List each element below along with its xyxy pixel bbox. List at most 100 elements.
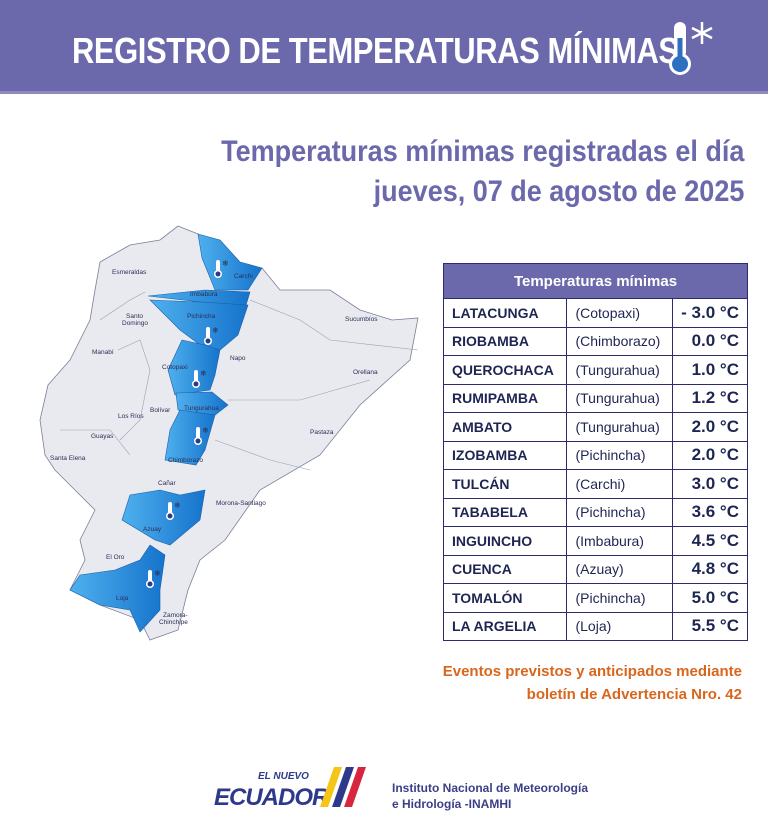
svg-text:Cañar: Cañar: [158, 480, 177, 487]
temperature-table: Temperaturas mínimas LATACUNGA (Cotopaxi)…: [442, 263, 748, 641]
table-row: TULCÁN (Carchi) 3.0 °C: [442, 469, 748, 499]
svg-text:❄: ❄: [222, 259, 229, 268]
svg-text:Azuay: Azuay: [143, 526, 162, 533]
svg-text:Manabí: Manabí: [92, 349, 114, 356]
svg-text:ECUADOR: ECUADOR: [214, 784, 330, 810]
svg-text:Carchi: Carchi: [234, 273, 253, 280]
city-cell: RIOBAMBA: [442, 326, 568, 356]
city-cell: TABABELA: [442, 497, 568, 527]
city-cell: TULCÁN: [442, 469, 568, 499]
svg-text:Pastaza: Pastaza: [310, 429, 334, 436]
map-labels: Esmeraldas Carchi Imbabura Sucumbíos SantoD…: [50, 269, 378, 626]
svg-text:Napo: Napo: [230, 355, 246, 362]
thermometer-snowflake-icon: ❄: [214, 259, 229, 278]
institute-line-1: Instituto Nacional de Meteorología: [392, 781, 589, 795]
city-cell: INGUINCHO: [442, 526, 568, 556]
institute-line-2: e Hidrología -INAMHI: [392, 797, 512, 811]
temperature-cell: 1.2 °C: [672, 383, 748, 413]
city-cell: AMBATO: [442, 412, 568, 442]
svg-text:Morona-Santiago: Morona-Santiago: [216, 500, 266, 507]
thermometer-snowflake-icon: ❄: [166, 501, 181, 520]
svg-text:❄: ❄: [202, 426, 209, 435]
svg-text:❄: ❄: [174, 501, 181, 510]
svg-text:Zamora-: Zamora-: [163, 612, 188, 619]
thermometer-snowflake-icon: ❄: [204, 326, 219, 345]
warning-note: Eventos previstos y anticipados mediante…: [443, 660, 742, 706]
table-row: LATACUNGA (Cotopaxi) - 3.0 °C: [442, 298, 748, 328]
table-header: Temperaturas mínimas: [443, 263, 748, 299]
province-imbabura: [147, 289, 251, 306]
note-line-1: Eventos previstos y anticipados mediante: [442, 663, 742, 680]
table-row: QUEROCHACA (Tungurahua) 1.0 °C: [442, 355, 748, 385]
table-row: RUMIPAMBA (Tungurahua) 1.2 °C: [442, 383, 748, 413]
svg-text:Santo: Santo: [126, 313, 143, 320]
date-subtitle: Temperaturas mínimas registradas el día …: [221, 132, 744, 212]
temperature-cell: 4.5 °C: [672, 526, 748, 556]
province-cell: (Pichincha): [566, 440, 674, 470]
svg-text:Orellana: Orellana: [353, 369, 378, 376]
table-row: AMBATO (Tungurahua) 2.0 °C: [442, 412, 748, 442]
table-row: IZOBAMBA (Pichincha) 2.0 °C: [442, 440, 748, 470]
province-azuay: [121, 489, 206, 546]
province-cell: (Tungurahua): [566, 355, 674, 385]
temperature-cell: - 3.0 °C: [672, 298, 748, 328]
province-pichincha: [149, 299, 249, 351]
temperature-cell: 2.0 °C: [672, 412, 748, 442]
table-row: TOMALÓN (Pichincha) 5.0 °C: [442, 583, 748, 613]
svg-text:Pichincha: Pichincha: [187, 313, 216, 320]
subtitle-line-2: jueves, 07 de agosto de 2025: [373, 175, 744, 208]
thermometer-snowflake-icon: [669, 22, 713, 75]
temperature-cell: 5.5 °C: [672, 611, 748, 641]
note-line-2: boletín de Advertencia Nro. 42: [526, 686, 742, 703]
svg-text:Imbabura: Imbabura: [190, 291, 218, 298]
temperature-cell: 0.0 °C: [672, 326, 748, 356]
province-tungurahua: [175, 391, 229, 416]
province-loja: [69, 544, 166, 633]
svg-text:Cotopaxi: Cotopaxi: [162, 364, 188, 371]
province-carchi: [197, 233, 263, 291]
svg-text:El Oro: El Oro: [106, 554, 125, 561]
svg-text:Domingo: Domingo: [122, 320, 148, 327]
province-cell: (Pichincha): [566, 583, 674, 613]
thermometer-snowflake-icon: ❄: [194, 426, 209, 445]
svg-text:Loja: Loja: [116, 595, 129, 602]
city-cell: RUMIPAMBA: [442, 383, 568, 413]
svg-text:Los Ríos: Los Ríos: [118, 413, 144, 420]
province-cell: (Loja): [566, 611, 674, 641]
svg-text:Tungurahua: Tungurahua: [184, 405, 219, 412]
svg-text:Bolívar: Bolívar: [150, 407, 171, 414]
province-cell: (Chimborazo): [566, 326, 674, 356]
svg-text:Sucumbíos: Sucumbíos: [345, 316, 378, 323]
table-row: RIOBAMBA (Chimborazo) 0.0 °C: [442, 326, 748, 356]
city-cell: CUENCA: [442, 554, 568, 584]
province-cell: (Carchi): [566, 469, 674, 499]
province-cell: (Pichincha): [566, 497, 674, 527]
temperature-cell: 1.0 °C: [672, 355, 748, 385]
svg-text:Esmeraldas: Esmeraldas: [112, 269, 147, 276]
thermometer-snowflake-icon: ❄: [192, 369, 207, 388]
map-outline: [39, 225, 419, 641]
svg-text:Guayas: Guayas: [91, 433, 114, 440]
city-cell: LATACUNGA: [442, 298, 568, 328]
el-nuevo-ecuador-logo: EL NUEVO ECUADOR: [214, 767, 366, 810]
table-row: TABABELA (Pichincha) 3.6 °C: [442, 497, 748, 527]
table-row: CUENCA (Azuay) 4.8 °C: [442, 554, 748, 584]
city-cell: IZOBAMBA: [442, 440, 568, 470]
city-cell: TOMALÓN: [442, 583, 568, 613]
province-cell: (Cotopaxi): [566, 298, 674, 328]
temperature-cell: 2.0 °C: [672, 440, 748, 470]
svg-text:❄: ❄: [154, 569, 161, 578]
temperature-cell: 4.8 °C: [672, 554, 748, 584]
temperature-cell: 3.6 °C: [672, 497, 748, 527]
svg-text:EL NUEVO: EL NUEVO: [258, 771, 309, 782]
city-cell: LA ARGELIA: [442, 611, 568, 641]
province-cotopaxi: [167, 339, 221, 396]
svg-text:Chimborazo: Chimborazo: [168, 457, 203, 464]
svg-text:Santa Elena: Santa Elena: [50, 455, 86, 462]
temperature-cell: 5.0 °C: [672, 583, 748, 613]
table-row: INGUINCHO (Imbabura) 4.5 °C: [442, 526, 748, 556]
page-title: REGISTRO DE TEMPERATURAS MÍNIMAS: [72, 30, 679, 71]
thermometer-snowflake-icon: ❄: [146, 569, 161, 588]
subtitle-line-1: Temperaturas mínimas registradas el día: [220, 135, 744, 168]
table-row: LA ARGELIA (Loja) 5.5 °C: [442, 611, 748, 641]
